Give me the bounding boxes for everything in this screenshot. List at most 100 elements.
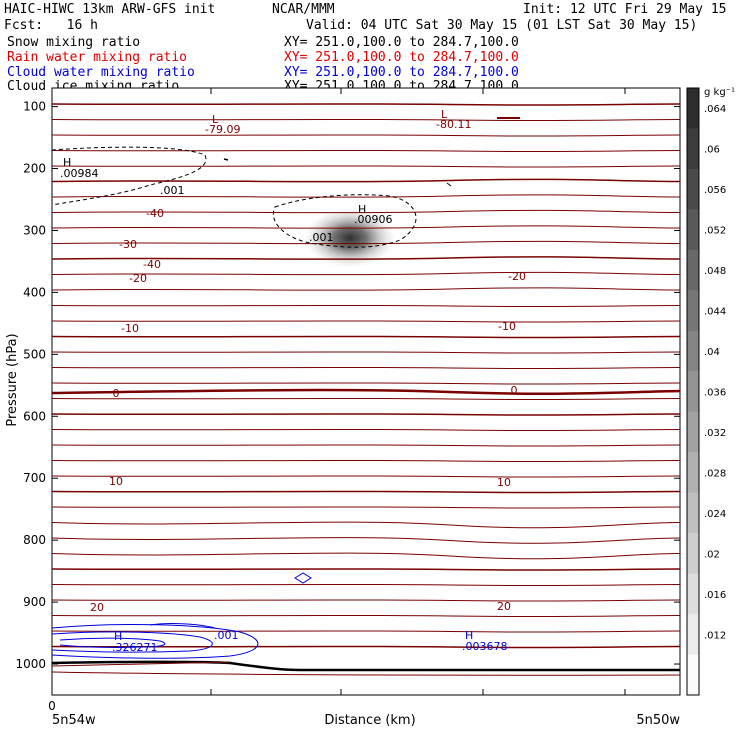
temperature-contour [51,149,681,153]
cloud-water-contours [51,572,312,659]
temperature-contour [51,568,681,571]
temp-label-20-left: 20 [90,601,104,614]
high-value-2: .00906 [354,213,393,226]
colorbar-segment [687,573,699,615]
temperature-contour [51,583,681,587]
field-rain-xy: XY= 251.0,100.0 to 284.7,100.0 [284,50,519,65]
y-tick-label: 300 [23,223,46,237]
colorbar-tick-label: .016 [704,590,726,601]
temperature-contour [51,103,681,106]
temperature-contour [51,413,681,416]
colorbar-tick-label: .024 [704,509,726,520]
temperature-contour [51,506,681,509]
x-tick-label-zero: 0 [48,699,56,713]
temp-label-10-right: 10 [497,476,511,489]
temperature-contour [51,614,681,618]
field-snow-name: Snow mixing ratio [7,35,141,50]
colorbar-segment [687,614,699,656]
colorbar-tick-label: .032 [704,428,726,439]
temperature-contour [51,630,681,633]
temperature-contour [51,645,681,649]
header-fcst: Fcst: 16 h [4,18,98,33]
temp-label-0-left: 0 [113,387,120,400]
y-tick-label: 500 [23,347,46,361]
colorbar-frame [686,87,700,696]
low-letter-1: L [212,113,219,126]
field-snow-xy: XY= 251.0,100.0 to 284.7,100.0 [284,35,519,50]
temp-label-20-right: 20 [497,600,511,613]
colorbar-tick-label: .056 [704,185,726,196]
colorbar-tick-label: .064 [704,104,726,115]
temp-label-m40: -40 [146,207,164,220]
temperature-contour [51,351,681,354]
header-title-left: HAIC-HIWC 13km ARW-GFS init [4,2,216,17]
temperature-contour [51,521,681,529]
colorbar-tick-label: .06 [704,145,720,156]
y-tick-label: 600 [23,409,46,423]
temperature-contour [51,178,681,183]
colorbar-segment [687,168,699,210]
y-axis-title: Pressure (hPa) [5,333,20,426]
cloud-ice-contour-left [51,146,207,206]
low-value-2: -80.11 [436,118,471,131]
snow-mixing-ratio-shading [304,208,396,268]
temperature-contour [51,134,681,137]
temp-label-m20-left: -20 [129,272,147,285]
temperature-contour [51,335,681,339]
y-tick-label: 1000 [15,657,46,671]
temp-label-m10-right: -10 [498,320,516,333]
temp-label-m10-left: -10 [121,322,139,335]
temperature-contour [51,209,681,214]
temperature-contour [51,552,681,560]
temperature-contour [51,475,681,478]
contour-label-001-c: .001 [214,629,239,642]
temperature-contour [51,444,681,447]
temp-label-m20-right: -20 [508,270,526,283]
colorbar-segment [687,411,699,453]
temperature-contour-zero [51,388,681,395]
x-axis-title: Distance (km) [324,713,415,728]
colorbar-segment [687,452,699,494]
low-value-1: -79.09 [205,123,240,136]
temperature-contour [51,320,681,323]
colorbar-segment [687,533,699,575]
temperature-contour [51,366,681,370]
colorbar-segment [687,88,699,129]
colorbar-segment [687,249,699,291]
colorbar-tick-label: .052 [704,226,726,237]
temperature-contour [51,490,681,494]
high-value-1: .00984 [60,167,99,180]
y-tick-label: 700 [23,471,46,485]
high-value-4: .003678 [462,640,508,653]
colorbar-tick-label: .04 [704,347,720,358]
temperature-contour [51,428,681,432]
high-value-3: .326271 [112,641,158,654]
temperature-contour [51,599,681,602]
temperature-contour [51,118,681,122]
colorbar-tick-label: .02 [704,549,720,560]
temperature-contour [51,537,681,544]
low-letter-2: L [441,108,448,121]
contour-label-001-b: .001 [309,231,334,244]
high-letter-4: H [465,629,473,642]
cloud-ice-contour-center [273,194,417,248]
temp-labels: -40 -30 -20 -20 -10 -10 0 0 10 10 20 20 [90,207,526,614]
contour-label-001-a: .001 [160,184,185,197]
x-left-label: 5n54w [52,713,96,728]
temperature-contour [51,256,681,260]
colorbar: .064 .06 .056 .052 .048 .044 .04 .036 .032 .028 .0… [686,87,726,696]
temperature-contour [51,459,681,463]
header-init: Init: 12 UTC Fri 29 May 15 [523,2,727,17]
temp-label: -40 [143,258,161,271]
high-letter-2: H [358,203,366,216]
field-cloudwater-name: Cloud water mixing ratio [7,65,195,80]
colorbar-segment [687,330,699,372]
x-right-label: 5n50w [636,713,680,728]
y-tick-label: 900 [23,595,46,609]
y-tick-label: 800 [23,533,46,547]
temperature-contour [51,194,681,198]
field-cloudwater-xy: XY= 251.0,100.0 to 284.7,100.0 [284,65,519,80]
temp-contour-bottom [51,671,681,676]
colorbar-tick-label: .028 [704,468,726,479]
